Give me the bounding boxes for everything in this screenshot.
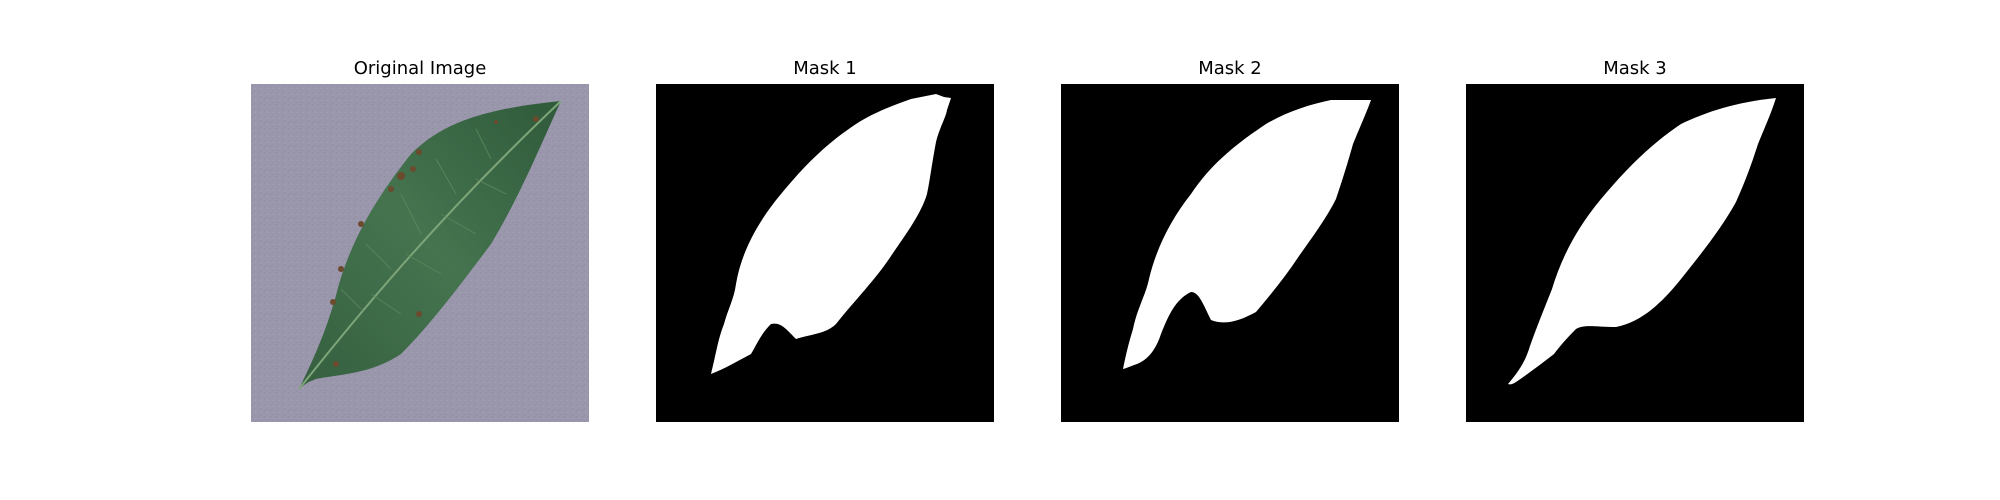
mask-3-panel: Mask 3 bbox=[1466, 57, 1804, 422]
panel-title: Mask 2 bbox=[1198, 58, 1262, 79]
mask-3-image bbox=[1466, 84, 1804, 422]
mask-2-image bbox=[1061, 84, 1399, 422]
panel-title: Mask 1 bbox=[793, 58, 857, 79]
panel-title: Mask 3 bbox=[1603, 58, 1667, 79]
mask-1-panel: Mask 1 bbox=[656, 57, 994, 422]
original-image-panel: Original Image bbox=[251, 57, 589, 422]
mask-1-image bbox=[656, 84, 994, 422]
original-image bbox=[251, 84, 589, 422]
mask-2-panel: Mask 2 bbox=[1061, 57, 1399, 422]
panel-title: Original Image bbox=[353, 58, 487, 79]
